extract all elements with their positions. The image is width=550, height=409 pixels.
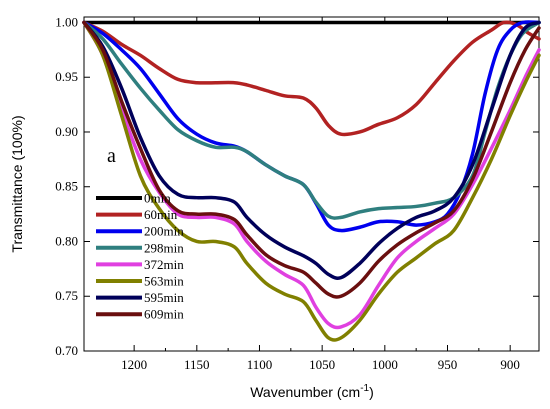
legend-label-563min: 563min	[144, 274, 184, 289]
legend-label-200min: 200min	[144, 224, 184, 239]
x-axis-title-main: Wavenumber (cm	[250, 384, 360, 400]
y-tick-label: 0.90	[55, 124, 78, 139]
x-axis-title-superscript: -1	[360, 383, 369, 394]
x-tick-label: 900	[500, 357, 520, 372]
y-tick-label: 0.95	[55, 69, 78, 84]
x-tick-label: 1100	[247, 357, 273, 372]
series-layer	[82, 20, 541, 342]
x-axis-ticks: 1200 1150 1100 1050 1000 950 900	[121, 17, 520, 372]
y-axis-ticks: 0.70 0.75 0.80 0.85 0.90 0.95 1.00	[55, 14, 539, 358]
plot-frame	[83, 16, 540, 352]
legend-label-60min: 60min	[144, 207, 178, 222]
panel-label: a	[107, 145, 116, 167]
x-axis-title: Wavenumber (cm-1)	[250, 383, 374, 400]
legend-label-595min: 595min	[144, 290, 184, 305]
legend-label-372min: 372min	[144, 257, 184, 272]
series-line-563min	[82, 20, 541, 342]
series-line-595min	[82, 20, 541, 280]
x-tick-label: 1200	[121, 357, 147, 372]
y-tick-label: 0.70	[55, 343, 78, 358]
x-tick-label: 1150	[184, 357, 210, 372]
x-tick-label: 950	[438, 357, 458, 372]
x-tick-label: 1050	[309, 357, 335, 372]
x-axis-title-suffix: )	[369, 384, 374, 400]
x-tick-label: 1000	[372, 357, 398, 372]
series-line-298min	[82, 20, 541, 220]
y-tick-label: 0.80	[55, 233, 78, 248]
legend-label-298min: 298min	[144, 240, 184, 255]
series-line-60min	[82, 20, 541, 137]
y-tick-label: 0.85	[55, 179, 78, 194]
legend-label-609min: 609min	[144, 307, 184, 322]
y-axis-title: Transmittance (100%)	[9, 115, 25, 252]
series-line-200min	[82, 20, 541, 233]
y-tick-label: 1.00	[55, 14, 78, 29]
y-tick-label: 0.75	[55, 288, 78, 303]
legend-label-0min: 0min	[144, 191, 171, 206]
series-line-609min	[82, 20, 541, 299]
